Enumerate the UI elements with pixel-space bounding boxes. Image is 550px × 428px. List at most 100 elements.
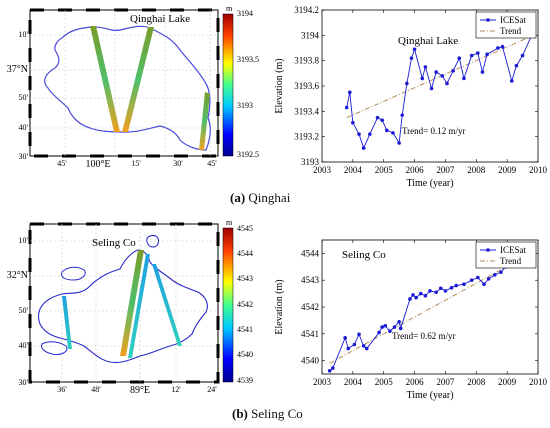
lake-outline-seling: [146, 235, 159, 248]
data-point: [457, 56, 462, 60]
data-point: [420, 76, 425, 81]
lon-label: 15': [131, 159, 141, 168]
x-tick-label: 2008: [467, 165, 486, 175]
lon-label: 36': [57, 385, 67, 394]
x-tick-label: 2003: [313, 165, 332, 175]
data-point: [377, 330, 381, 335]
data-point: [388, 329, 392, 333]
data-point: [383, 323, 388, 328]
x-tick-label: 2006: [406, 165, 425, 175]
map-grid: [30, 224, 218, 382]
data-point: [482, 282, 486, 287]
chart-title: Qinghai Lake: [398, 35, 458, 47]
data-point: [397, 319, 401, 324]
data-point: [429, 86, 434, 91]
y-tick-label: 4540: [301, 356, 320, 366]
caption-b: (b) Seling Co: [232, 406, 303, 422]
chart-qinghai: 2003 2004 2005 2006 2007 2008 2009 2010 3193 3193…: [274, 5, 548, 189]
data-point: [428, 289, 432, 293]
x-tick-label: 2010: [529, 377, 548, 387]
data-point: [496, 46, 500, 50]
legend-box: [475, 241, 537, 269]
lon-label: 89°E: [130, 385, 150, 396]
caption-name: Qinghai: [248, 190, 291, 205]
data-point: [423, 65, 428, 69]
data-point: [346, 346, 351, 351]
data-point: [454, 283, 459, 288]
y-tick-label: 3193.8: [294, 56, 319, 66]
chart-title: Seling Co: [342, 249, 386, 261]
colorbar-tick: 4542: [237, 300, 253, 309]
x-tick-label: 2004: [344, 377, 363, 387]
colorbar-tick: 3193: [237, 101, 253, 110]
data-point: [480, 70, 485, 74]
data-point: [509, 79, 514, 83]
trend-annotation: Trend= 0.62 m/yr: [392, 331, 456, 341]
y-axis-label: Elevation (m): [274, 279, 285, 334]
legend-label: ICESat: [500, 245, 526, 255]
data-point: [368, 132, 372, 136]
y-tick-label: 3193: [301, 157, 320, 167]
x-tick-label: 2004: [344, 165, 363, 175]
data-point: [485, 52, 489, 57]
data-point: [352, 342, 357, 347]
y-tick-label: 3194: [301, 30, 320, 40]
colorbar-tick: 4539: [237, 376, 253, 385]
data-point: [440, 74, 445, 78]
data-point: [412, 47, 417, 52]
colorbar-seling: [222, 227, 234, 383]
chart-seling: 2003 2004 2005 2006 2007 2008 2009 2010 4540 4541…: [274, 239, 548, 401]
x-axis-label: Time (year): [406, 390, 453, 401]
lake-outline-seling: [41, 341, 68, 355]
trend-line: [346, 34, 534, 119]
data-point: [343, 336, 347, 340]
data-point: [476, 51, 480, 55]
colorbar-tick: 4545: [237, 224, 253, 233]
map-title-seling: Seling Co: [92, 237, 136, 249]
data-point: [380, 118, 384, 122]
data-point: [375, 115, 380, 120]
caption-letter: (b): [232, 406, 248, 421]
legend-marker-icesat: [486, 18, 490, 22]
lon-label: 45': [207, 159, 217, 168]
data-point: [380, 325, 384, 329]
caption-a: (a) Qinghai: [230, 190, 290, 206]
lake-outline-seling: [37, 249, 208, 364]
data-point: [351, 120, 355, 125]
colorbar-unit: m: [226, 4, 233, 13]
y-tick-label: 3193.4: [294, 106, 319, 116]
data-point: [423, 293, 428, 298]
data-point: [398, 326, 403, 331]
data-point: [361, 146, 366, 150]
x-tick-label: 2006: [406, 377, 425, 387]
lon-label: 100°E: [85, 159, 110, 170]
y-tick-label: 4541: [301, 329, 319, 339]
trend-line: [329, 261, 517, 364]
y-tick-label: 3193.2: [294, 132, 319, 142]
x-tick-label: 2005: [375, 165, 394, 175]
lon-label: 48': [91, 385, 101, 394]
map-qinghai: Qinghai Lake m 3194 3193.5 3193 3192.5 1…: [7, 4, 259, 170]
y-tick-label: 3194.2: [294, 5, 319, 15]
data-point: [357, 132, 361, 136]
data-point: [361, 344, 366, 348]
colorbar-tick: 3193.5: [237, 55, 259, 64]
lat-label: 30': [19, 152, 29, 161]
data-point: [499, 270, 503, 274]
data-point: [347, 90, 352, 95]
data-point: [514, 63, 519, 68]
colorbar-tick: 4543: [237, 274, 253, 283]
x-tick-label: 2010: [529, 165, 548, 175]
data-point: [414, 295, 418, 300]
legend-marker-icesat: [486, 248, 490, 252]
colorbar-qinghai: [222, 13, 234, 157]
data-point: [434, 70, 438, 74]
map-frame: [29, 9, 219, 157]
lat-label: 40': [19, 123, 29, 132]
data-point: [331, 366, 335, 370]
colorbar-tick: 3194: [237, 9, 253, 18]
colorbar-tick: 4540: [237, 350, 253, 359]
data-point: [397, 141, 401, 145]
data-point: [408, 297, 412, 301]
series-line-icesat: [346, 31, 534, 150]
